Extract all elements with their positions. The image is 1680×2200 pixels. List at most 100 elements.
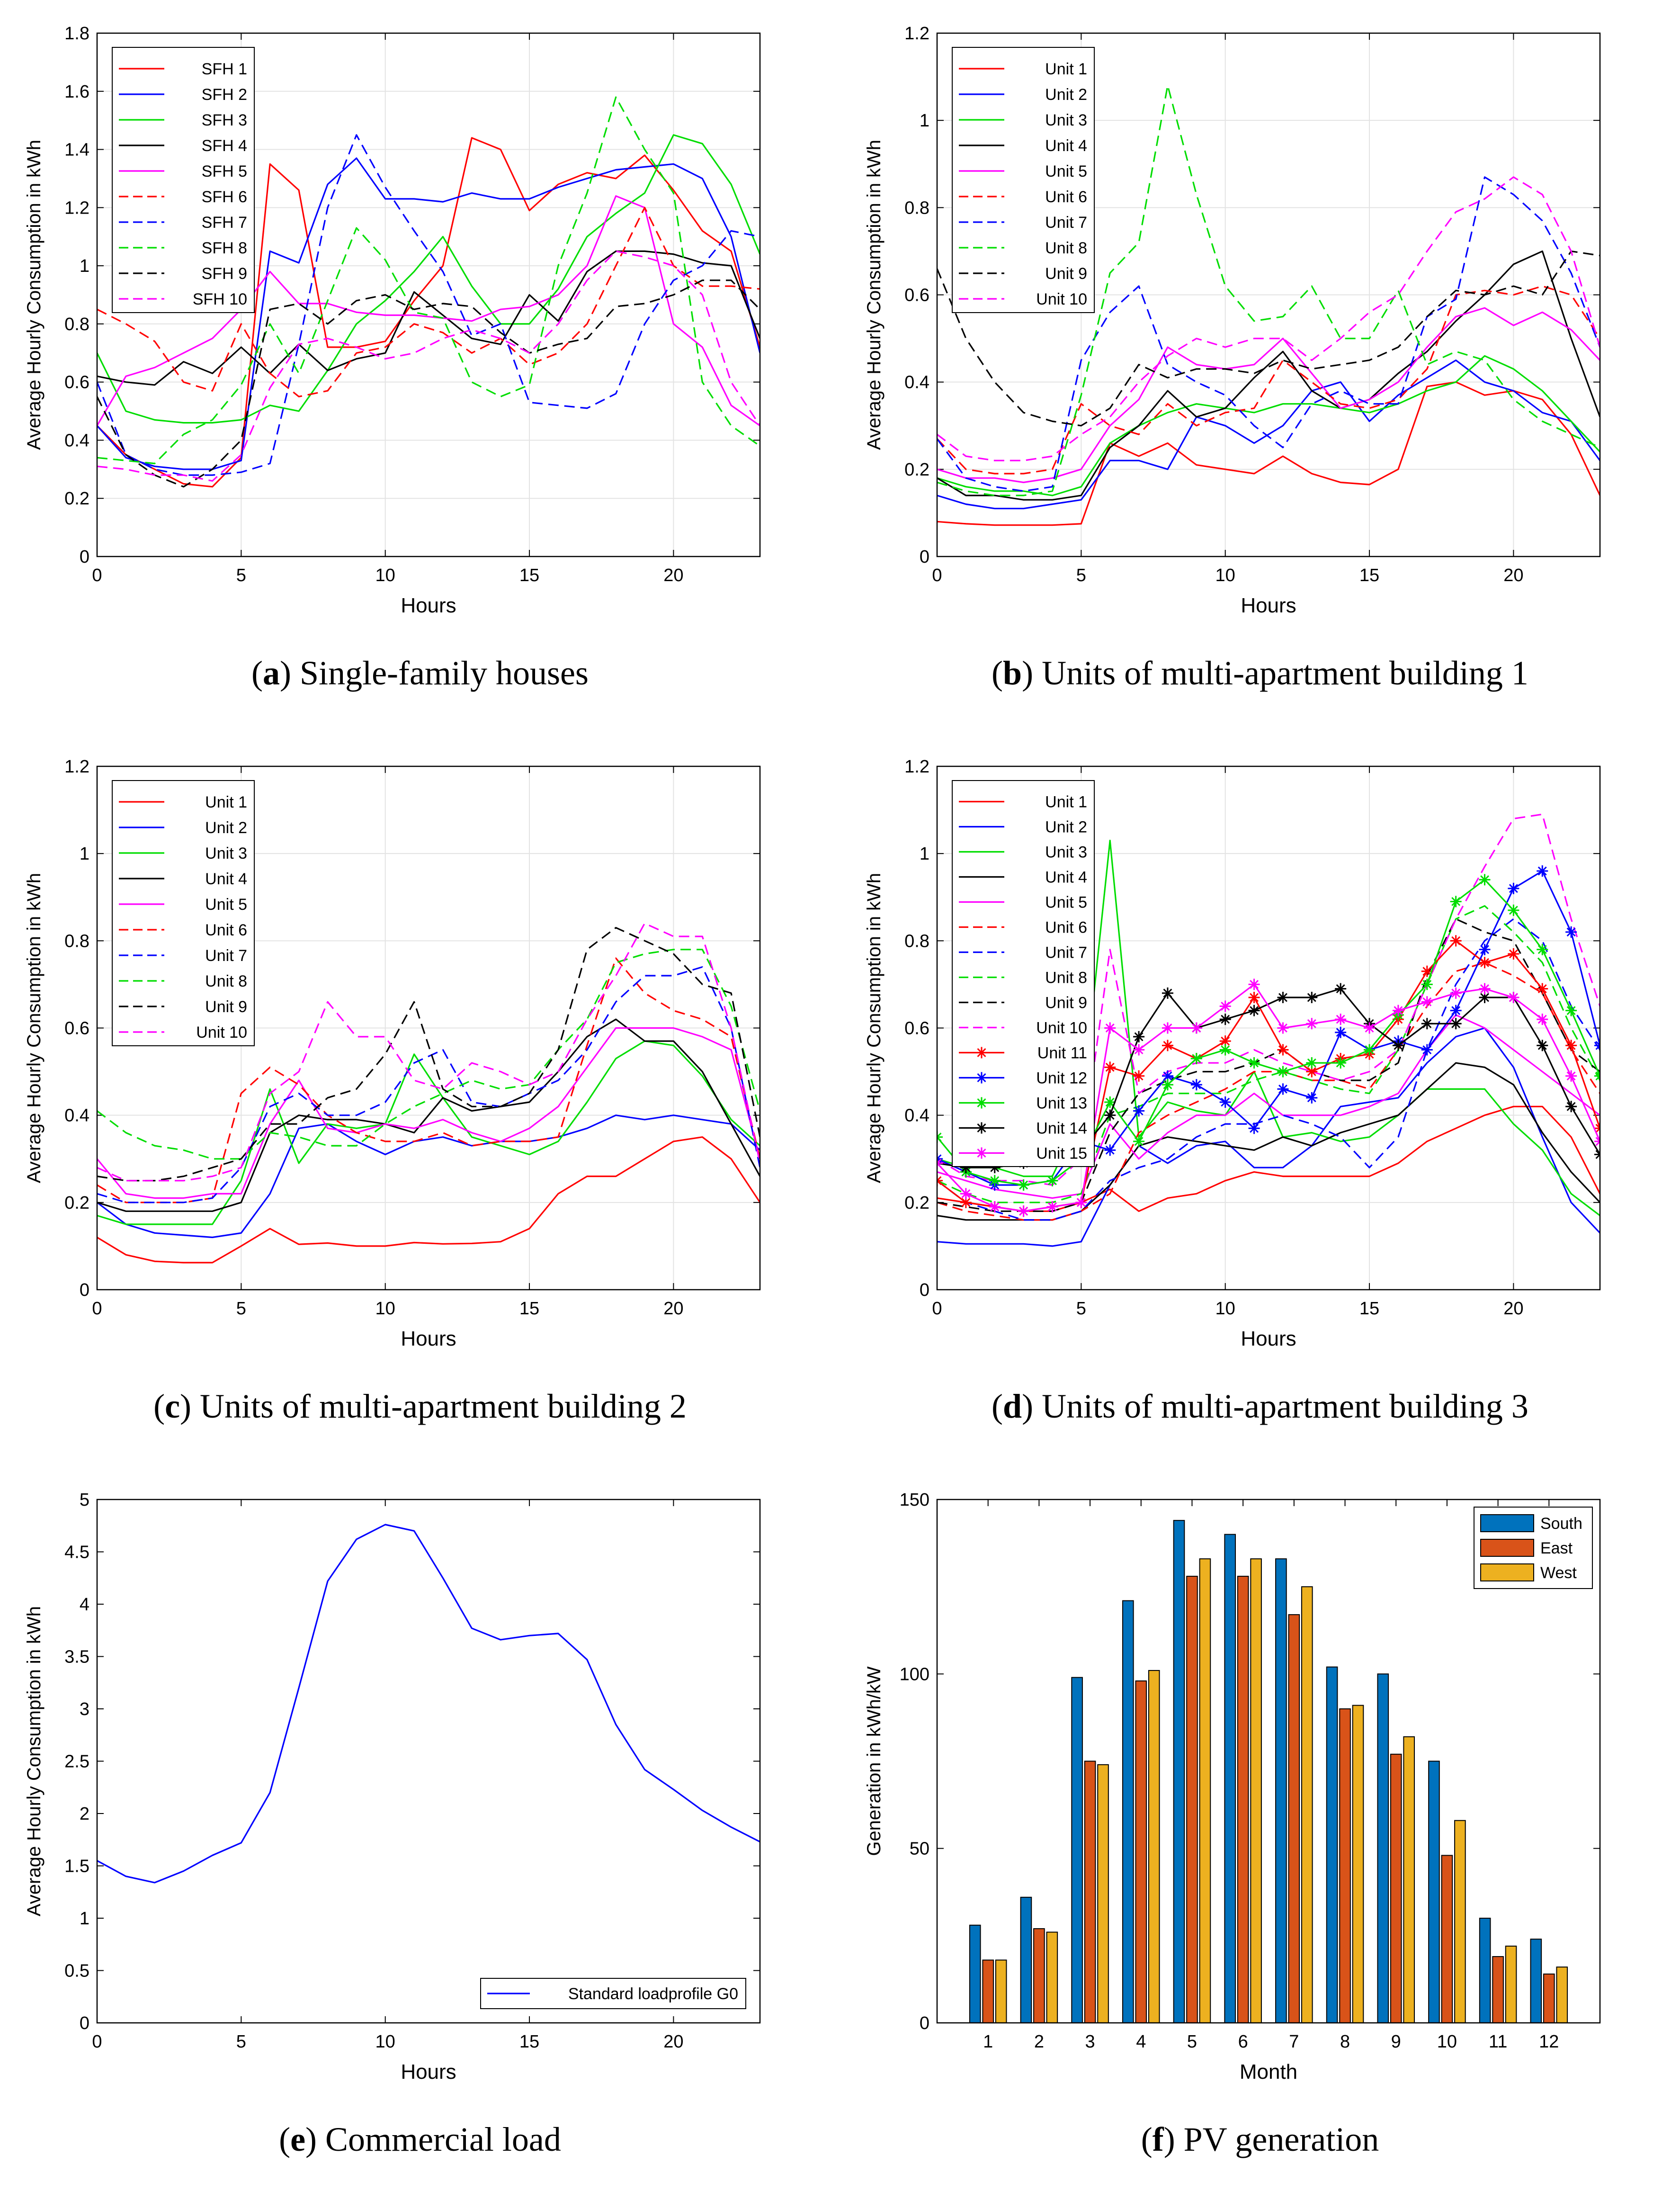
- data-point-marker: [1508, 904, 1519, 916]
- legend-label: Unit 11: [1037, 1044, 1087, 1062]
- series-group: [937, 813, 1600, 1247]
- x-tick-label: 0: [92, 566, 102, 585]
- series-line-unit-5: [97, 1027, 760, 1199]
- bar-east-10: [1441, 1855, 1453, 2024]
- data-point-marker: [960, 1162, 972, 1174]
- chart-a: 0 5 10 15 20 0 0.2 0.4 0.6 0.8 1 1.2 1.4 1.6 1.8 Averag…: [24, 24, 761, 617]
- data-point-marker: [1565, 1101, 1577, 1113]
- series-line-unit-1: [937, 1105, 1600, 1212]
- bar-south-4: [1122, 1600, 1134, 2023]
- legend-label: Unit 7: [205, 947, 247, 965]
- bar-south-12: [1530, 1939, 1542, 2024]
- plot-area: [97, 1500, 760, 2023]
- y-tick-label: 1: [80, 1909, 89, 1929]
- bar-east-9: [1390, 1753, 1402, 2023]
- y-axis-label: Average Hourly Consumption in kWh: [864, 140, 885, 450]
- data-point-marker: [1104, 1061, 1116, 1073]
- series-line-unit-10: [97, 922, 760, 1182]
- chart-e: 0 5 10 15 20 0 0.5 1 1.5 2 2.5 3 3.5 4 4.5 5 Average Hou…: [24, 1490, 761, 2083]
- x-tick-label: 0: [932, 1299, 942, 1319]
- y-tick-label: 0.6: [904, 286, 929, 305]
- series-line-unit-7: [937, 918, 1600, 1221]
- data-point-marker: [960, 1196, 972, 1208]
- y-axis-label: Average Hourly Consumption in kWh: [24, 140, 45, 450]
- data-point-marker: [1248, 1005, 1260, 1016]
- legend-label: Unit 6: [205, 921, 247, 939]
- bar-south-1: [969, 1924, 981, 2023]
- x-tick-label: 0: [92, 1299, 102, 1319]
- data-point-marker: [1537, 1014, 1548, 1025]
- y-tick-label: 1.2: [64, 198, 89, 218]
- data-point-marker: [1364, 1022, 1376, 1034]
- data-point-marker: [1075, 1196, 1087, 1208]
- y-tick-label: 1.4: [64, 140, 89, 160]
- legend-label: Unit 6: [1045, 188, 1087, 206]
- y-tick-label: 0.5: [64, 1961, 89, 1981]
- y-axis-label: Average Hourly Consumption in kWh: [24, 1606, 45, 1916]
- data-point-marker: [1306, 1057, 1318, 1069]
- series-line-unit-7: [937, 176, 1600, 492]
- series-line-unit-2: [97, 1114, 760, 1239]
- data-point-marker: [1565, 1040, 1577, 1051]
- series-line-unit-2: [937, 359, 1600, 510]
- bar-east-11: [1492, 1956, 1504, 2023]
- legend-label: SFH 8: [202, 239, 247, 257]
- legend-label: Unit 4: [1045, 869, 1087, 887]
- bar-west-6: [1250, 1558, 1262, 2023]
- legend-marker: [976, 1122, 987, 1134]
- bar-south-11: [1479, 1918, 1491, 2023]
- data-point-marker: [1508, 992, 1519, 1004]
- series-line-sfh-9: [97, 279, 760, 488]
- bar-west-12: [1556, 1967, 1568, 2023]
- legend-label: SFH 9: [202, 265, 247, 283]
- bar-west-1: [995, 1959, 1007, 2024]
- legend-box: [112, 780, 255, 1046]
- data-point-marker: [1421, 979, 1433, 990]
- legend-label: Unit 9: [1045, 994, 1087, 1012]
- x-tick-label: 7: [1289, 2032, 1299, 2052]
- y-tick-label: 2: [80, 1804, 89, 1824]
- y-tick-label: 0.8: [64, 931, 89, 951]
- series-line-unit-2: [937, 1027, 1600, 1247]
- x-tick-label: 5: [236, 566, 246, 585]
- series-line-unit-6: [937, 285, 1600, 475]
- data-point-marker: [1479, 983, 1491, 995]
- bar-west-9: [1403, 1736, 1415, 2023]
- bar-south-7: [1275, 1558, 1287, 2023]
- y-tick-label: 0: [920, 2013, 929, 2033]
- x-tick-label: 0: [932, 566, 942, 585]
- data-point-marker: [1248, 992, 1260, 1004]
- y-tick-label: 4.5: [64, 1543, 89, 1562]
- series-line-sfh-4: [97, 250, 760, 386]
- legend-label: Unit 4: [205, 870, 247, 888]
- data-point-marker: [989, 1201, 1001, 1213]
- x-tick-label: 6: [1238, 2032, 1248, 2052]
- bar-west-3: [1097, 1764, 1109, 2023]
- x-axis-label: Hours: [1241, 1327, 1296, 1350]
- bar-west-11: [1505, 1945, 1517, 2024]
- legend-label: Unit 8: [1045, 239, 1087, 257]
- y-tick-label: 1.5: [64, 1857, 89, 1877]
- plot-frame: [936, 765, 1601, 1291]
- legend-label: SFH 10: [193, 290, 247, 308]
- y-tick-label: 0.6: [64, 1019, 89, 1039]
- legend-label: SFH 5: [202, 162, 247, 180]
- data-point-marker: [1277, 1066, 1289, 1078]
- data-point-marker: [1421, 1018, 1433, 1030]
- data-point-marker: [1450, 987, 1462, 999]
- y-axis-label: Average Hourly Consumption in kWh: [864, 873, 885, 1183]
- y-tick-label: 1.2: [904, 757, 929, 777]
- x-tick-label: 5: [1076, 566, 1086, 585]
- y-tick-label: 2.5: [64, 1752, 89, 1772]
- data-point-marker: [1162, 987, 1173, 999]
- bar-west-2: [1046, 1931, 1058, 2024]
- x-tick-label: 5: [1187, 2032, 1197, 2052]
- data-point-marker: [1537, 983, 1548, 995]
- data-point-marker: [1479, 874, 1491, 886]
- data-point-marker: [1335, 983, 1347, 995]
- series-line-sfh-2: [97, 157, 760, 470]
- data-point-marker: [1392, 1005, 1404, 1016]
- series-group: [937, 84, 1600, 526]
- series-line-unit-7: [97, 966, 760, 1203]
- y-tick-label: 4: [80, 1595, 89, 1615]
